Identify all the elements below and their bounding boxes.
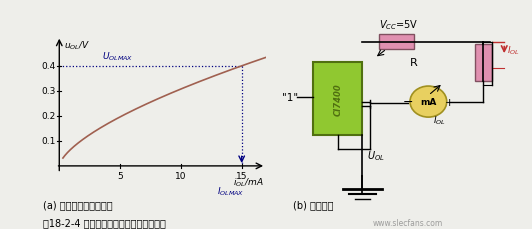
Text: −: − [402,96,413,109]
FancyBboxPatch shape [475,44,492,82]
Text: 0.1: 0.1 [41,137,56,146]
Text: $V_{CC}$=5V: $V_{CC}$=5V [379,18,419,32]
Text: $U_{OLMAX}$: $U_{OLMAX}$ [102,50,133,63]
Text: R: R [410,58,418,68]
Text: www.slecfans.com: www.slecfans.com [372,218,443,227]
Text: $u_{OL}$/V: $u_{OL}$/V [64,39,90,52]
Text: +: + [444,97,454,107]
Text: 0.3: 0.3 [41,87,56,96]
Circle shape [410,87,447,117]
Text: 图18-2-4 灌电流负载特性曲线及测试电路: 图18-2-4 灌电流负载特性曲线及测试电路 [43,217,165,227]
Text: $I_{OL}$: $I_{OL}$ [506,44,519,57]
Text: 5: 5 [117,172,123,181]
Text: 0.4: 0.4 [41,62,56,71]
Text: "1": "1" [281,93,298,103]
FancyBboxPatch shape [379,35,414,49]
Text: 15: 15 [236,172,247,181]
Text: mA: mA [420,98,437,107]
Text: $I_{OL}$: $I_{OL}$ [433,114,446,127]
Text: $I_{OLMAX}$: $I_{OLMAX}$ [218,185,245,197]
Text: (b) 测试电路: (b) 测试电路 [293,199,333,209]
Text: CI7400: CI7400 [334,83,342,115]
Text: $i_{OL}$/mA: $i_{OL}$/mA [233,176,263,188]
Text: $U_{OL}$: $U_{OL}$ [367,149,385,163]
Text: 10: 10 [175,172,187,181]
FancyBboxPatch shape [313,63,362,135]
Text: 0.2: 0.2 [41,112,56,121]
Text: (a) 灌电流负载特性曲线: (a) 灌电流负载特性曲线 [43,199,112,209]
